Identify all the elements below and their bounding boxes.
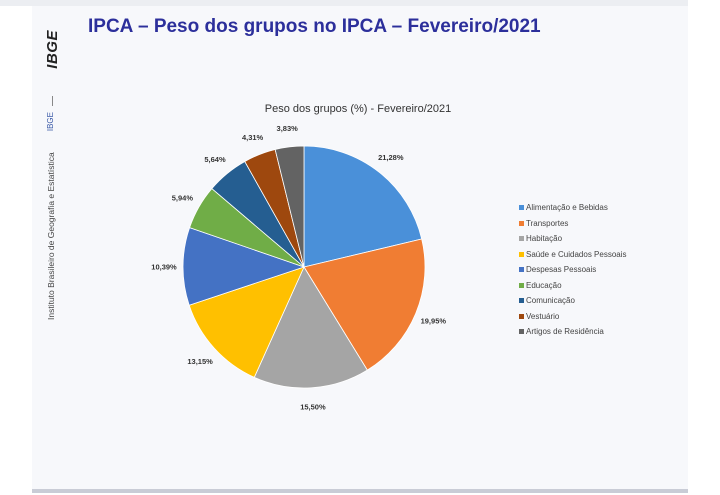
legend-label: Vestuário [526, 311, 560, 321]
legend-item: Vestuário [519, 309, 627, 325]
legend-item: Transportes [519, 216, 627, 232]
legend-item: Alimentação e Bebidas [519, 200, 627, 216]
slice-label: 15,50% [300, 403, 326, 412]
legend-label: Transportes [526, 218, 569, 228]
pie-slice [274, 145, 305, 268]
slice-label: 5,64% [204, 155, 226, 164]
pie-slice [253, 266, 368, 389]
slide-bottom-bar [32, 489, 688, 493]
legend-swatch [519, 205, 524, 211]
chart-title: Peso dos grupos (%) - Fevereiro/2021 [264, 103, 452, 115]
pie-slice [303, 238, 426, 371]
legend-label: Educação [526, 280, 562, 290]
legend-swatch [519, 282, 524, 288]
slice-label: 3,83% [277, 124, 299, 133]
side-divider [52, 96, 53, 106]
legend-swatch [519, 313, 524, 319]
legend-swatch [519, 220, 524, 226]
legend-swatch [519, 236, 524, 242]
pie-slice [303, 145, 423, 268]
slice-label: 5,94% [172, 194, 194, 203]
chart-legend: Alimentação e Bebidas Transportes Habitaçã… [519, 200, 627, 340]
slice-label: 19,95% [421, 317, 447, 326]
legend-label: Despesas Pessoais [526, 265, 597, 275]
legend-label: Habitação [526, 234, 563, 244]
right-margin [688, 0, 720, 495]
legend-swatch [519, 267, 524, 273]
slice-label: 13,15% [187, 357, 213, 366]
legend-item: Comunicação [519, 293, 627, 309]
legend-item: Artigos de Residência [519, 324, 627, 340]
legend-label: Artigos de Residência [526, 327, 604, 337]
legend-item: Despesas Pessoais [519, 262, 627, 278]
legend-swatch [519, 251, 524, 257]
slice-label: 21,28% [378, 153, 404, 162]
slice-label: 10,39% [151, 262, 177, 271]
legend-swatch [519, 298, 524, 304]
legend-item: Habitação [519, 231, 627, 247]
legend-label: Saúde e Cuidados Pessoais [526, 249, 627, 259]
pie-slice [188, 266, 305, 378]
slice-label: 4,31% [242, 133, 264, 142]
legend-item: Saúde e Cuidados Pessoais [519, 247, 627, 263]
top-band [0, 0, 720, 6]
legend-label: Alimentação e Bebidas [526, 203, 608, 213]
legend-label: Comunicação [526, 296, 575, 306]
pie-slice [182, 227, 306, 306]
slide-title: IPCA – Peso dos grupos no IPCA – Feverei… [88, 16, 541, 37]
legend-swatch [519, 329, 524, 335]
legend-item: Educação [519, 278, 627, 294]
